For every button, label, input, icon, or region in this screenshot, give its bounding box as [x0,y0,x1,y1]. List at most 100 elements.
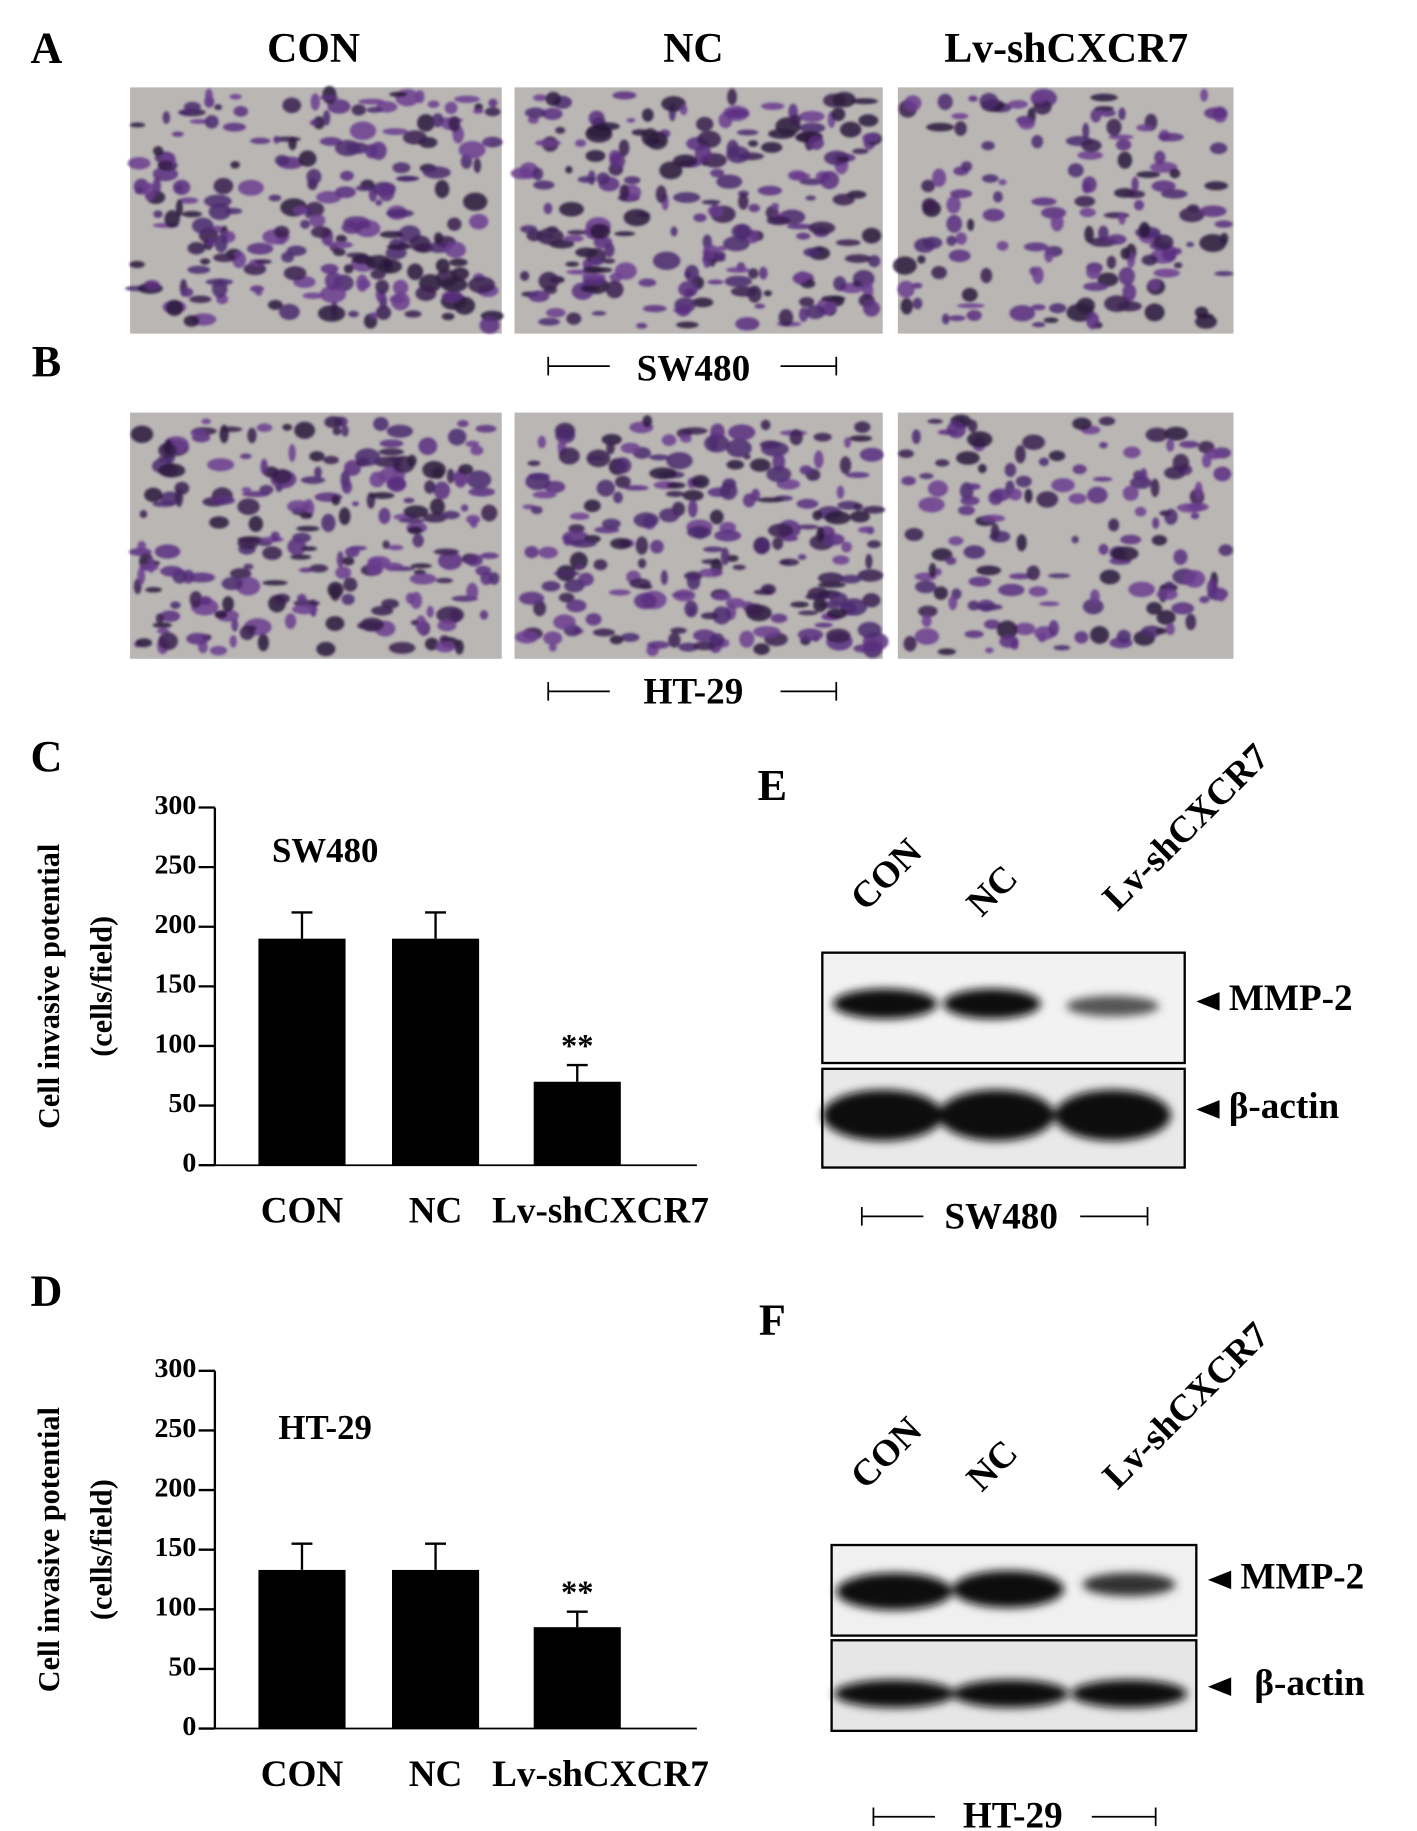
cell [956,451,980,465]
cell [641,108,654,122]
cell [757,185,783,196]
band [836,1572,953,1611]
cell [433,481,451,500]
cell [951,112,969,120]
stained-cells [125,86,504,334]
cell [129,547,152,556]
cell [1082,598,1104,615]
cell [481,504,498,522]
cell [334,140,361,157]
cell [160,565,184,577]
cell [927,480,949,497]
cell [1079,207,1096,218]
cell [638,278,657,287]
cell [955,232,967,245]
cell [655,185,667,204]
cell [277,235,286,245]
cell [321,513,336,533]
cell [1166,438,1175,452]
cell [468,487,496,497]
cell [424,480,436,494]
cell [948,536,964,546]
cell [310,226,332,238]
cell [757,497,784,503]
y-tick-label: 0 [182,1148,196,1179]
significance-label: ** [561,1575,594,1611]
cell [799,465,813,475]
cell [473,158,482,174]
cell [291,604,318,615]
cell [862,133,880,143]
western-blot: CON NC Lv-shCXCR7 MMP-2 β-actin HT-29 [830,1315,1365,1831]
cell [546,226,559,233]
y-tick-label: 50 [168,1651,196,1682]
cell [1077,150,1104,160]
cell [344,546,360,558]
cell [233,106,249,117]
x-tick-label: CON [261,1191,344,1232]
cell [417,114,435,132]
cell [1098,416,1116,426]
cell [1148,278,1161,291]
lane-label: Lv-shCXCR7 [1095,736,1277,918]
cell [447,428,467,446]
arrow [1196,992,1220,1119]
cell [904,528,924,542]
cell [248,515,264,532]
cell [744,603,765,617]
cell [661,96,686,112]
cell [593,236,613,249]
cell [613,491,623,504]
cell [404,310,422,318]
cell [1022,434,1046,451]
cell [1086,311,1100,330]
cell [988,490,1004,506]
y-axis-label: (cells/field) [84,916,118,1057]
cell [636,322,648,329]
cell [612,91,637,100]
cell [1218,544,1233,556]
cell [861,227,882,244]
cell [533,94,548,102]
cell [1120,534,1142,545]
cell [569,551,588,571]
cell [821,533,845,546]
cell [152,622,172,629]
cell [532,491,557,499]
cell [610,537,632,550]
cell [935,459,950,467]
cell [1216,588,1227,602]
cell [320,263,339,274]
cell [373,417,389,431]
cell [375,199,383,206]
cell [415,285,437,301]
band [943,988,1041,1019]
cell [678,280,699,298]
cell [530,505,543,515]
cell [437,619,457,632]
cell [1098,225,1109,241]
cell [1173,549,1188,565]
cell [805,195,816,201]
cell [1048,620,1059,637]
cell [946,214,963,233]
cell [1164,426,1188,441]
cell [1068,493,1087,505]
cell [981,141,995,151]
cell [826,608,848,619]
cell [852,280,861,287]
cell [787,170,807,181]
cell [1108,134,1134,140]
cell [351,254,373,264]
cell [538,271,560,291]
cell [911,429,921,445]
cell [388,456,405,461]
stained-cells [892,88,1234,330]
cell [205,88,213,103]
cell [309,119,319,126]
cell [1051,478,1075,493]
cell [688,499,698,518]
cell [1086,265,1101,280]
cell [993,191,1003,203]
cell [241,487,252,493]
